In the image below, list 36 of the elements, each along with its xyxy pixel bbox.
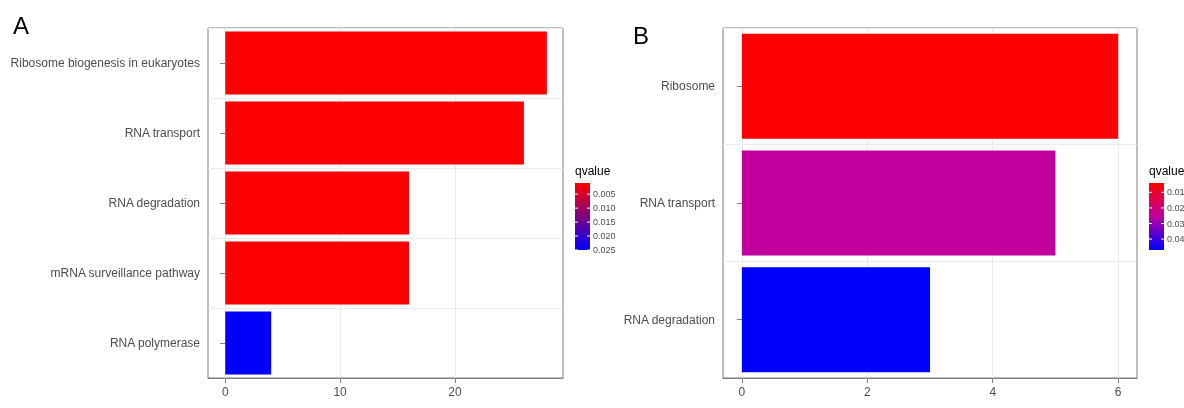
bar xyxy=(741,150,1056,256)
x-tick-label: 4 xyxy=(989,385,997,399)
y-tick-label: RNA transport xyxy=(639,196,716,210)
color-bar-title: qvalue xyxy=(575,164,611,178)
x-tick-label: 6 xyxy=(1114,385,1122,399)
color-bar-label: 0.020 xyxy=(593,231,616,242)
y-tick-label: Ribosome xyxy=(661,79,716,94)
y-tick-label: mRNA surveillance pathway xyxy=(50,266,200,280)
color-bar-label: 0.03 xyxy=(1167,218,1184,229)
x-tick-label: 0 xyxy=(738,385,746,399)
bar xyxy=(225,101,524,165)
y-tick-label: RNA polymerase xyxy=(109,336,201,350)
bar xyxy=(741,33,1119,139)
bar xyxy=(225,241,410,305)
color-bar-title: qvalue xyxy=(1149,164,1184,178)
y-tick-label: Ribosome biogenesis in eukaryotes xyxy=(10,56,200,70)
bar xyxy=(225,311,272,375)
color-bar-label: 0.005 xyxy=(593,189,616,200)
chart-title: A xyxy=(13,11,30,39)
color-bar-label: 0.04 xyxy=(1167,234,1184,245)
color-bar-label: 0.01 xyxy=(1167,187,1184,198)
color-bar-label: 0.02 xyxy=(1167,202,1184,213)
chart-title: B xyxy=(633,21,650,49)
bar xyxy=(741,267,931,373)
y-tick-label: RNA transport xyxy=(124,126,201,140)
color-bar-label: 0.025 xyxy=(593,245,616,255)
x-tick-label: 0 xyxy=(221,385,229,399)
y-tick-label: RNA degradation xyxy=(623,312,716,327)
x-tick-label: 20 xyxy=(448,385,462,399)
y-tick-label: RNA degradation xyxy=(108,196,200,210)
x-tick-label: 10 xyxy=(333,385,348,399)
color-bar-label: 0.010 xyxy=(593,203,616,214)
bar xyxy=(225,31,547,95)
x-tick-label: 2 xyxy=(863,385,871,399)
color-bar-label: 0.015 xyxy=(593,217,616,228)
bar xyxy=(225,171,410,235)
